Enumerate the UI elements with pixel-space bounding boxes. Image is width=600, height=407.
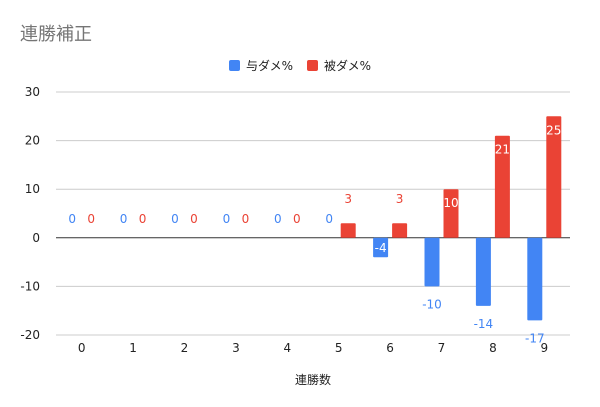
bar-series-1-7 xyxy=(424,237,440,287)
data-label-series-1-8: -14 xyxy=(474,317,494,331)
y-tick-label-2: 0 xyxy=(32,231,40,245)
bar-series-1-6 xyxy=(373,237,389,258)
legend-label-series-1: 与ダメ% xyxy=(245,59,293,73)
bar-series-2-5 xyxy=(340,223,356,238)
data-label-series-1-7: -10 xyxy=(422,297,442,311)
data-label-series-2-5: 3 xyxy=(344,192,352,206)
y-tick-label-3: 10 xyxy=(25,182,40,196)
data-label-series-1-4: 0 xyxy=(274,212,282,226)
x-tick-label-9: 9 xyxy=(540,341,548,355)
x-tick-label-4: 4 xyxy=(283,341,291,355)
data-label-series-2-7: 10 xyxy=(443,196,458,210)
chart-title: 連勝補正 xyxy=(20,24,92,45)
legend-item-series-1: 与ダメ% xyxy=(228,57,293,74)
x-tick-label-0: 0 xyxy=(78,341,86,355)
legend-label-series-2: 被ダメ% xyxy=(324,59,372,73)
data-label-series-1-3: 0 xyxy=(223,212,231,226)
data-label-series-2-8: 21 xyxy=(495,143,510,157)
x-tick-label-3: 3 xyxy=(232,341,240,355)
data-label-series-1-1: 0 xyxy=(120,212,128,226)
bar-series-1-9 xyxy=(527,237,543,321)
y-tick-label-5: 30 xyxy=(25,85,40,99)
bar-series-2-9 xyxy=(546,116,562,238)
y-tick-label-0: -20 xyxy=(20,328,40,342)
data-label-series-2-6: 3 xyxy=(396,192,404,206)
data-label-series-1-0: 0 xyxy=(68,212,76,226)
data-label-series-2-1: 0 xyxy=(139,212,147,226)
legend-swatch-series-2 xyxy=(307,60,318,71)
data-label-series-1-5: 0 xyxy=(325,212,333,226)
legend-item-series-2: 被ダメ% xyxy=(307,57,371,74)
x-tick-label-7: 7 xyxy=(438,341,446,355)
x-tick-label-8: 8 xyxy=(489,341,497,355)
legend-swatch-series-1 xyxy=(228,60,240,71)
bar-series-1-8 xyxy=(475,237,491,306)
bar-series-2-8 xyxy=(494,135,510,238)
data-label-series-1-9: -17 xyxy=(525,331,545,345)
data-label-series-1-6: -4 xyxy=(375,241,387,255)
data-label-series-2-0: 0 xyxy=(87,212,95,226)
y-tick-label-4: 20 xyxy=(25,134,40,148)
y-tick-label-1: -10 xyxy=(20,279,40,293)
x-tick-label-1: 1 xyxy=(129,341,137,355)
data-label-series-2-2: 0 xyxy=(190,212,198,226)
data-label-series-2-4: 0 xyxy=(293,212,301,226)
bar-series-2-6 xyxy=(392,223,408,238)
x-axis-title: 連勝数 xyxy=(295,372,331,387)
legend: 与ダメ% 被ダメ% xyxy=(0,57,600,74)
data-label-series-2-3: 0 xyxy=(242,212,250,226)
bar-series-2-7 xyxy=(443,189,459,238)
data-label-series-2-9: 25 xyxy=(546,123,561,137)
x-tick-label-2: 2 xyxy=(181,341,189,355)
x-tick-label-6: 6 xyxy=(386,341,394,355)
data-label-series-1-2: 0 xyxy=(171,212,179,226)
x-tick-label-5: 5 xyxy=(335,341,343,355)
